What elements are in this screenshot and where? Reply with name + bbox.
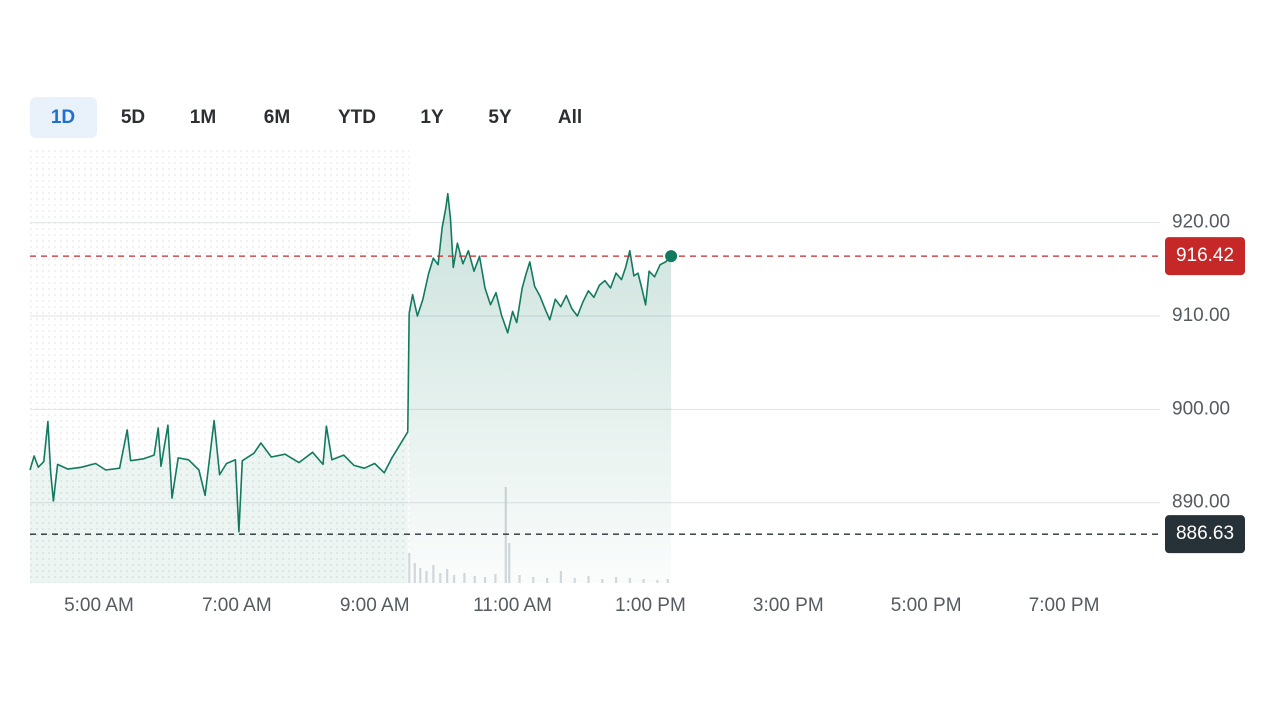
area	[30, 420, 408, 583]
price-line	[29, 419, 409, 533]
x-tick-label: 7:00 AM	[202, 595, 272, 616]
y-tick-label: 890.00	[1172, 492, 1230, 513]
y-tick-label: 910.00	[1172, 305, 1230, 326]
x-tick-label: 7:00 PM	[1029, 595, 1100, 616]
price-line	[408, 192, 672, 334]
y-tick-label: 920.00	[1172, 212, 1230, 233]
range-tab[interactable]: 1D	[51, 107, 75, 128]
reference-label-box	[1165, 515, 1245, 554]
range-tab[interactable]: 1M	[190, 107, 216, 128]
x-tick-label: 5:00 PM	[891, 595, 962, 616]
range-tabs: 1D 5D 1M 6M YTD 1Y 5Y All	[30, 97, 582, 138]
x-tick-label: 9:00 AM	[340, 595, 410, 616]
tab-highlight	[30, 97, 97, 138]
range-tab[interactable]: 1Y	[420, 107, 444, 128]
x-tick-label: 5:00 AM	[64, 595, 134, 616]
x-tick-label: 11:00 AM	[473, 595, 552, 616]
range-tab[interactable]: YTD	[338, 107, 376, 128]
range-tab[interactable]: 6M	[264, 107, 290, 128]
reference-label: 886.63	[1176, 523, 1234, 544]
range-tab[interactable]: 5Y	[488, 107, 512, 128]
area	[409, 193, 672, 583]
x-tick-label: 1:00 PM	[615, 595, 686, 616]
session-join	[406, 313, 410, 432]
premarket-zone	[30, 148, 410, 583]
reference-label-box	[1165, 237, 1245, 276]
range-tab[interactable]: All	[558, 107, 582, 128]
y-tick-label: 900.00	[1172, 398, 1230, 419]
last-point	[665, 250, 678, 263]
x-tick-label: 3:00 PM	[753, 595, 824, 616]
reference-label: 916.42	[1176, 245, 1234, 266]
range-tab[interactable]: 5D	[121, 107, 145, 128]
